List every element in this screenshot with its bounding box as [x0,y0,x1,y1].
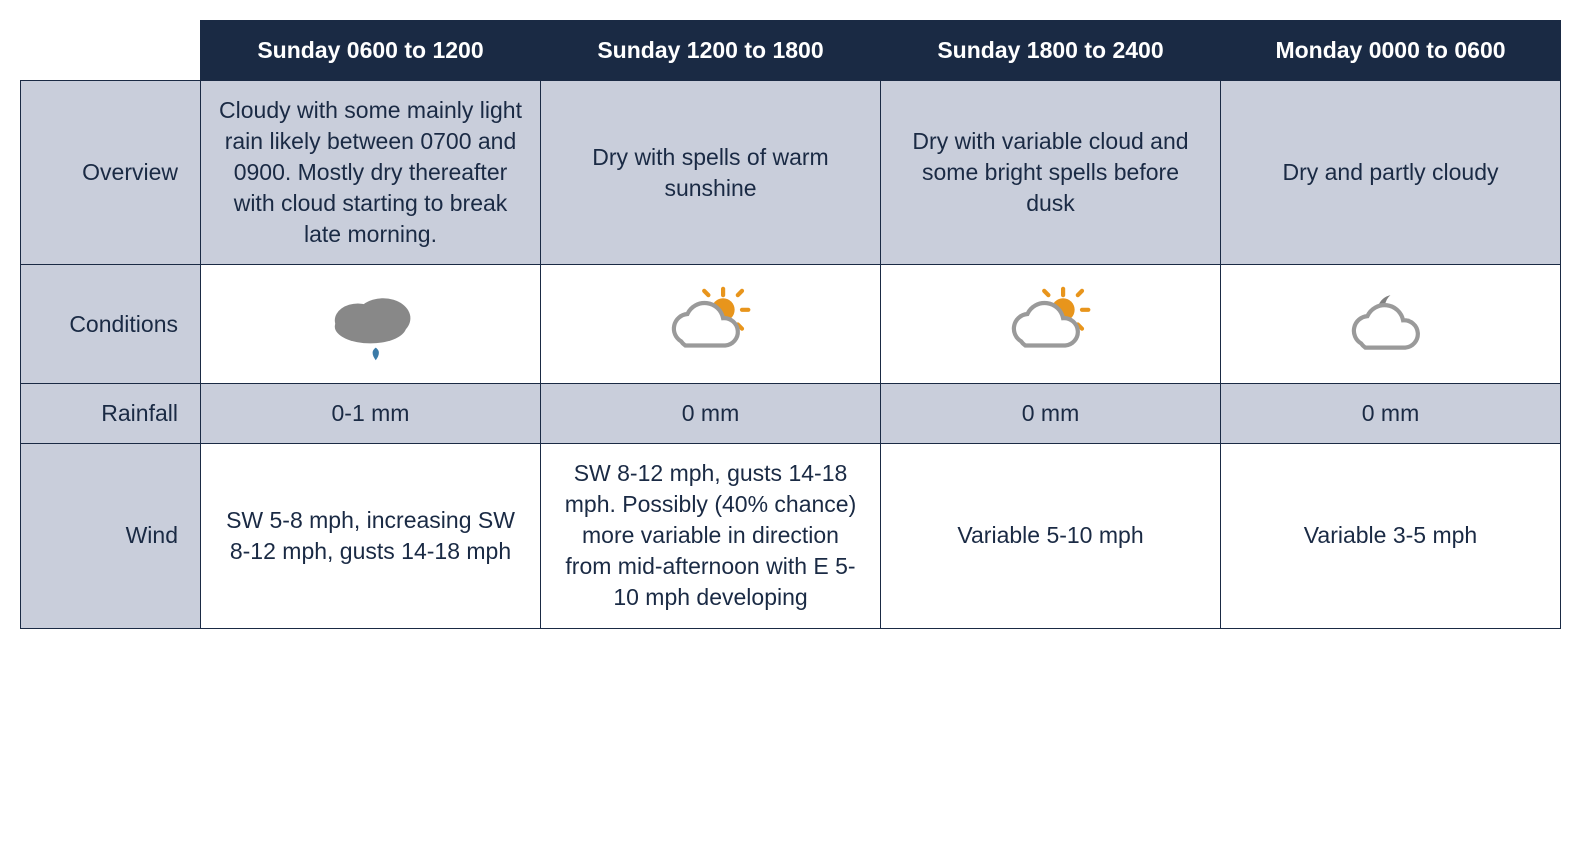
rainfall-cell: 0 mm [1221,384,1561,444]
conditions-row: Conditions [21,265,1561,384]
conditions-cell [881,265,1221,384]
header-row: Sunday 0600 to 1200 Sunday 1200 to 1800 … [21,21,1561,81]
conditions-cell [201,265,541,384]
row-label: Conditions [21,265,201,384]
row-label: Overview [21,81,201,265]
col-header: Sunday 0600 to 1200 [201,21,541,81]
conditions-cell [541,265,881,384]
weather-forecast-table: Sunday 0600 to 1200 Sunday 1200 to 1800 … [20,20,1561,629]
conditions-cell [1221,265,1561,384]
rain-cloud-icon [219,279,522,369]
sun-cloud-icon [899,279,1202,369]
sun-cloud-icon [559,279,862,369]
wind-cell: SW 8-12 mph, gusts 14-18 mph. Possibly (… [541,444,881,628]
row-label: Wind [21,444,201,628]
rainfall-cell: 0 mm [881,384,1221,444]
overview-row: Overview Cloudy with some mainly light r… [21,81,1561,265]
wind-cell: Variable 5-10 mph [881,444,1221,628]
rainfall-row: Rainfall 0-1 mm 0 mm 0 mm 0 mm [21,384,1561,444]
col-header: Monday 0000 to 0600 [1221,21,1561,81]
moon-cloud-icon [1239,279,1542,369]
corner-cell [21,21,201,81]
overview-cell: Dry with spells of warm sunshine [541,81,881,265]
overview-cell: Dry and partly cloudy [1221,81,1561,265]
overview-cell: Dry with variable cloud and some bright … [881,81,1221,265]
row-label: Rainfall [21,384,201,444]
rainfall-cell: 0-1 mm [201,384,541,444]
wind-cell: Variable 3-5 mph [1221,444,1561,628]
wind-row: Wind SW 5-8 mph, increasing SW 8-12 mph,… [21,444,1561,628]
col-header: Sunday 1800 to 2400 [881,21,1221,81]
col-header: Sunday 1200 to 1800 [541,21,881,81]
wind-cell: SW 5-8 mph, increasing SW 8-12 mph, gust… [201,444,541,628]
overview-cell: Cloudy with some mainly light rain likel… [201,81,541,265]
rainfall-cell: 0 mm [541,384,881,444]
